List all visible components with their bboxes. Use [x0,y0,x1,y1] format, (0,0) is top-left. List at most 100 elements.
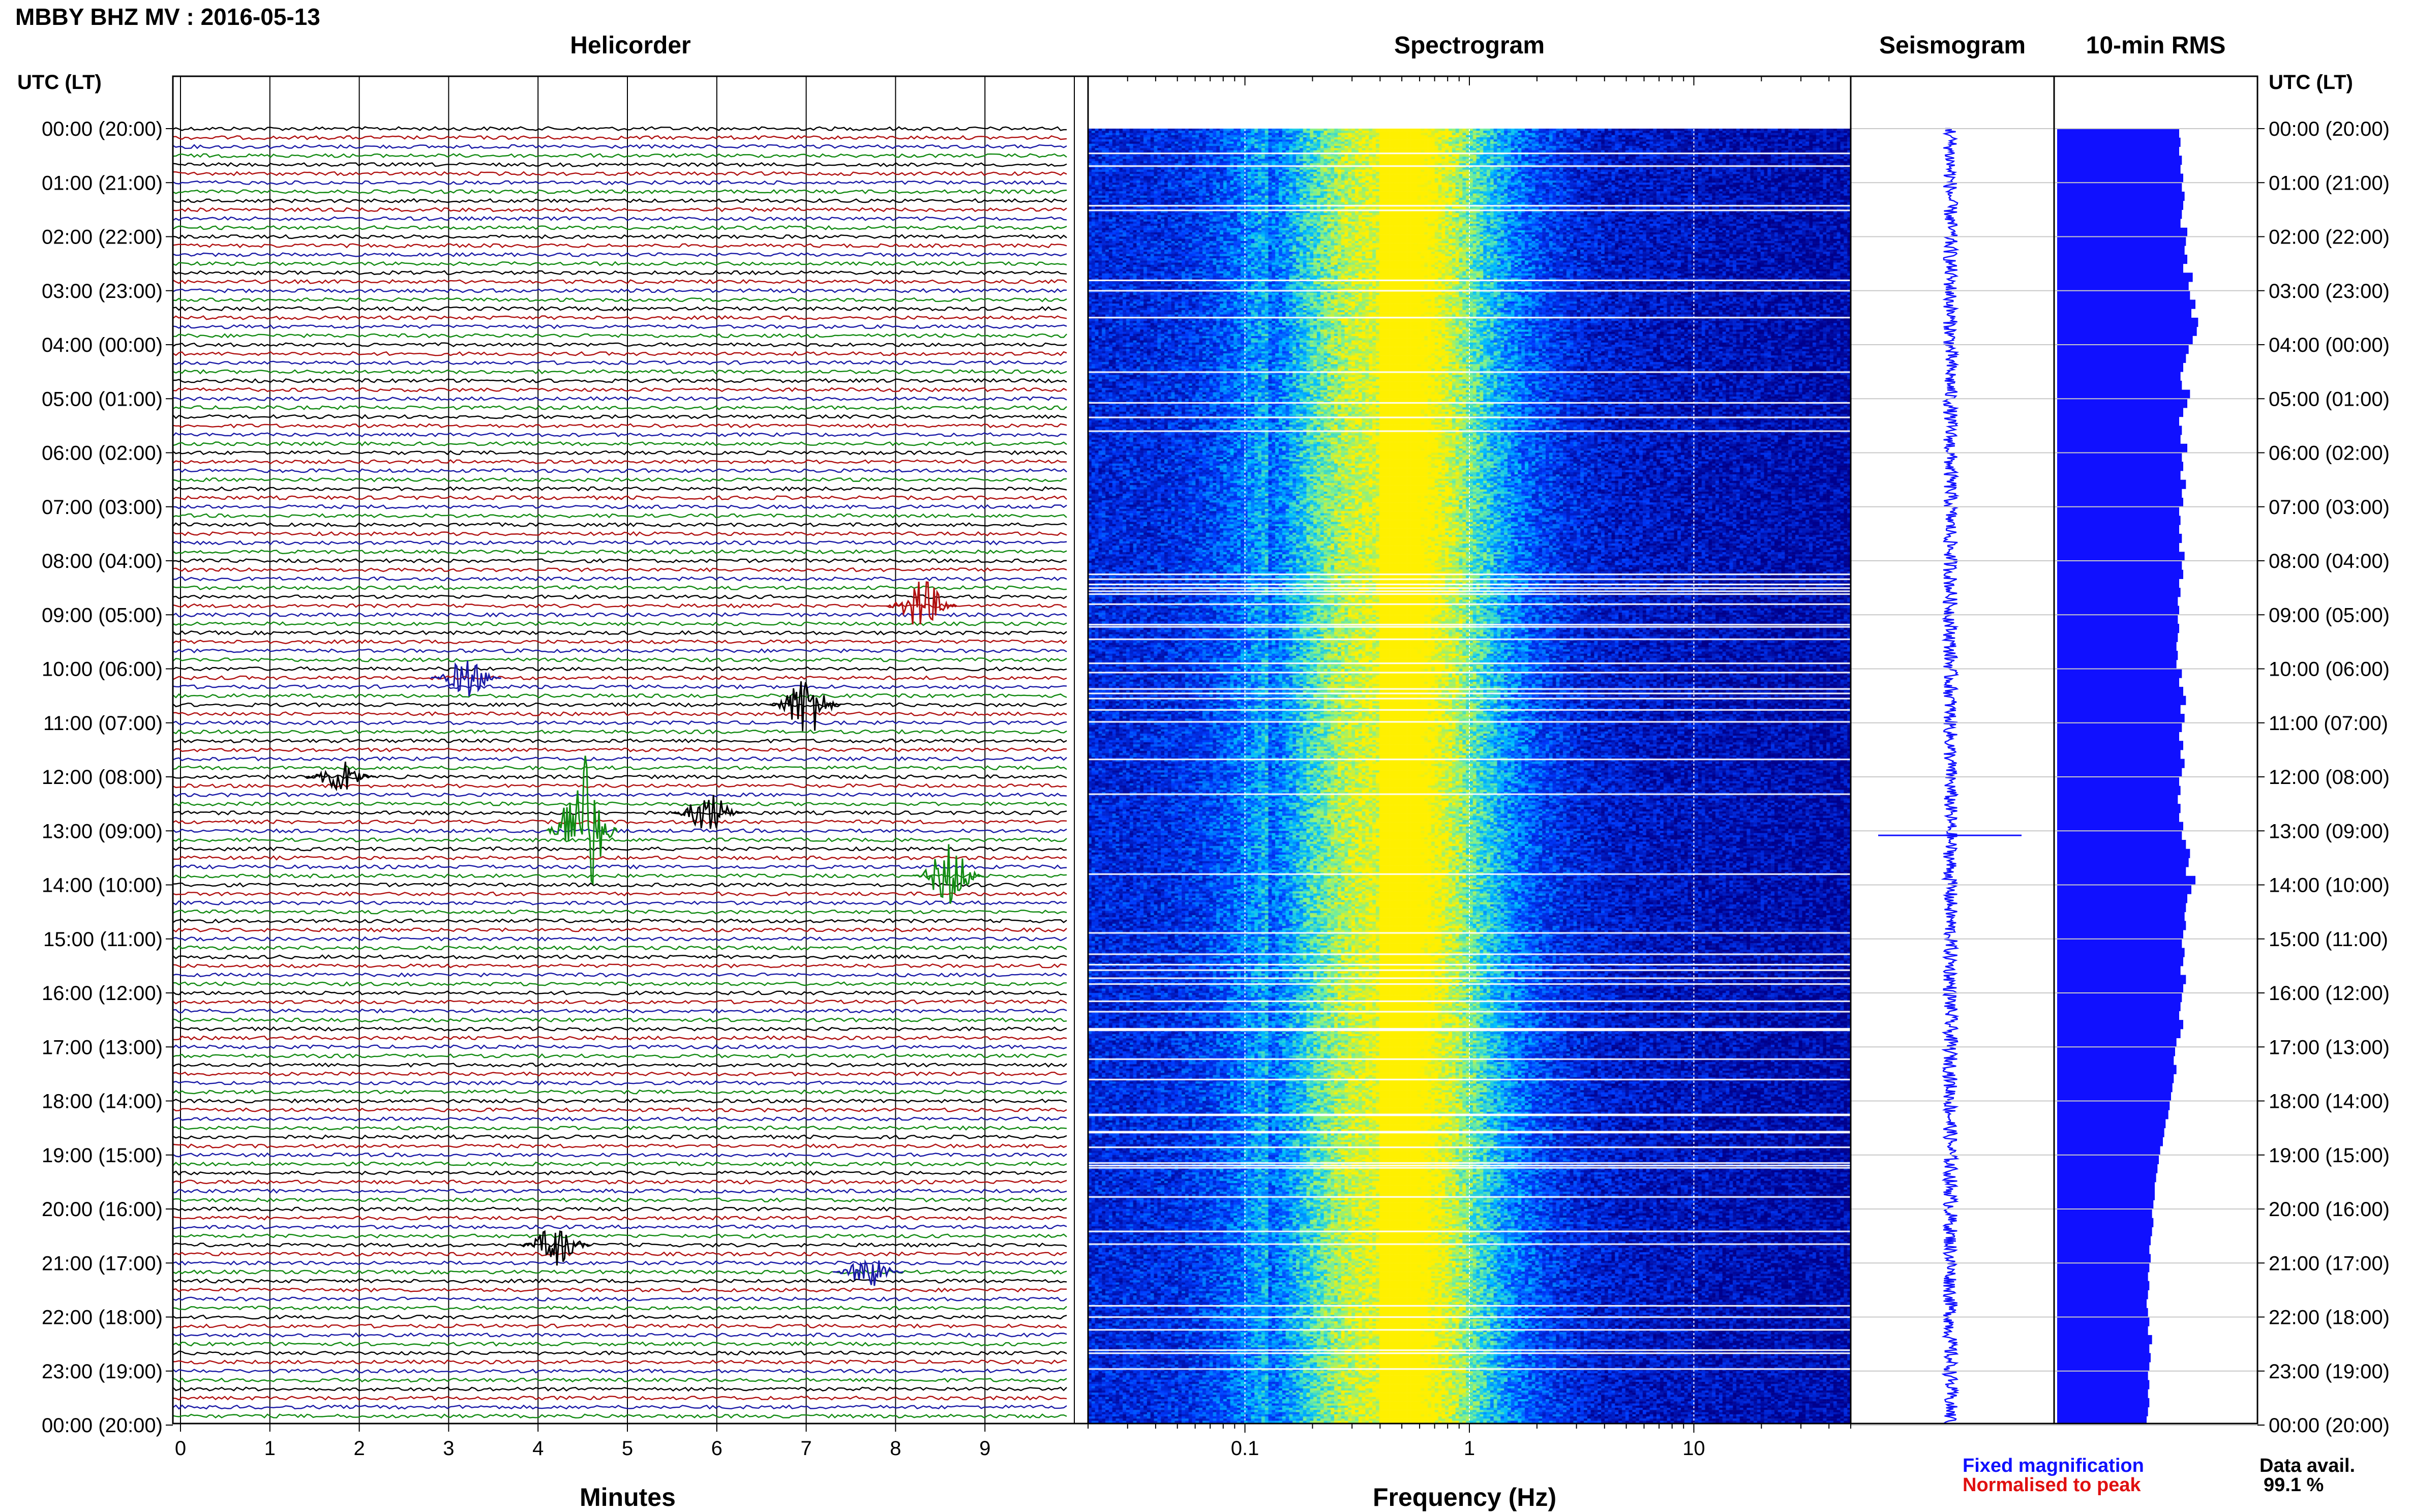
helicorder-trace [172,684,1067,690]
rms-bar [2057,489,2182,498]
rms-bar [2057,732,2179,741]
rms-bar [2057,1065,2177,1074]
helicorder-trace [172,1035,1067,1041]
hour-label-right: 23:00 (19:00) [2269,1360,2390,1383]
hour-label-right: 19:00 (15:00) [2269,1144,2390,1167]
helicorder-trace [172,1152,1067,1158]
rms-bar [2057,965,2181,976]
helicorder-trace [172,1143,1067,1149]
hour-label-right: 14:00 (10:00) [2269,874,2390,897]
rms-bar [2057,353,2186,363]
hour-label-left: 09:00 (05:00) [42,604,163,626]
helicorder-trace [172,495,1067,501]
helicorder-title: Helicorder [570,32,691,59]
rms-bar [2057,912,2185,921]
helicorder-trace [172,342,1067,348]
helicorder-trace [172,801,1067,807]
rms-bar [2057,1263,2150,1273]
hour-label-right: 07:00 (03:00) [2269,496,2390,519]
rms-bar [2057,1335,2152,1345]
helicorder-trace [172,837,1067,843]
hour-label-right: 16:00 (12:00) [2269,982,2390,1005]
helicorder-trace [172,1008,1067,1014]
minute-tick-label: 0 [175,1437,186,1460]
rms-bar [2057,1002,2181,1011]
helicorder-trace [172,846,1067,852]
hour-label-right: 00:00 (20:00) [2269,1414,2390,1437]
minutes-axis-label: Minutes [580,1483,676,1511]
helicorder-trace [172,1197,1067,1203]
rms-bar [2057,345,2189,354]
data-avail-value: 99.1 % [2264,1474,2324,1496]
helicorder-trace [172,413,1067,419]
rms-bar [2057,1011,2179,1020]
rms-bar [2057,939,2182,948]
rms-bar [2057,714,2185,723]
hour-label-left: 19:00 (15:00) [42,1144,163,1167]
helicorder-trace [172,828,1067,834]
helicorder-trace [172,162,1067,167]
rms-bar [2057,1344,2150,1353]
rms-bar [2057,902,2186,913]
rms-bar [2057,1029,2181,1039]
rms-bar [2057,1308,2148,1317]
rms-bar [2057,1055,2174,1066]
helicorder-trace [172,189,1067,195]
helicorder-event [770,681,841,732]
rms-bar [2057,1020,2183,1030]
helicorder-trace [172,1323,1067,1329]
minute-tick-label: 2 [353,1437,365,1460]
hour-label-right: 08:00 (04:00) [2269,550,2390,572]
rms-bar [2057,695,2186,705]
rms-bar [2057,290,2190,300]
helicorder-trace [172,639,1067,645]
helicorder-trace [172,531,1067,537]
hour-label-right: 20:00 (16:00) [2269,1198,2390,1221]
helicorder-trace [172,1359,1067,1365]
helicorder-trace [172,423,1067,429]
hour-label-left: 11:00 (07:00) [43,712,163,735]
helicorder-panel [172,76,1088,1424]
helicorder-trace [172,864,1067,870]
minute-tick-label: 5 [622,1437,633,1460]
helicorder-trace [172,1179,1067,1185]
rms-bar [2057,498,2183,507]
helicorder-trace [172,513,1067,519]
helicorder-event [519,1230,591,1266]
rms-bar [2057,632,2178,642]
helicorder-trace [172,954,1067,960]
rms-bar [2057,137,2181,147]
helicorder-trace [172,918,1067,924]
rms-bar [2057,1326,2148,1336]
rms-bar [2057,930,2183,940]
rms-bar [2057,839,2186,850]
helicorder-trace [172,234,1067,239]
helicorder-trace [172,1350,1067,1356]
helicorder-trace [172,153,1067,159]
hour-label-right: 18:00 (14:00) [2269,1091,2390,1113]
rms-bar [2057,1182,2155,1192]
helicorder-trace [172,1224,1067,1230]
hour-label-right: 21:00 (17:00) [2269,1252,2390,1275]
minute-tick-label: 1 [264,1437,276,1460]
rms-bar [2057,606,2179,615]
frequency-axis-label: Frequency (Hz) [1373,1483,1557,1511]
helicorder-trace [172,324,1067,329]
hour-label-left: 14:00 (10:00) [42,874,163,897]
left-utc-header: UTC (LT) [17,71,102,94]
helicorder-trace [172,585,1067,591]
rms-bar [2057,875,2195,885]
hour-label-right: 03:00 (23:00) [2269,280,2390,303]
rms-bar [2057,1254,2151,1263]
hour-label-right: 04:00 (00:00) [2269,334,2390,356]
hour-label-left: 22:00 (18:00) [42,1307,163,1329]
hour-label-right: 01:00 (21:00) [2269,172,2390,194]
helicorder-trace [172,1188,1067,1194]
helicorder-trace [172,720,1067,725]
helicorder-trace [172,630,1067,636]
helicorder-trace [172,1080,1067,1086]
rms-bar [2057,623,2179,633]
rms-bar [2057,516,2181,525]
helicorder-trace [172,945,1067,951]
helicorder-trace [172,738,1067,744]
